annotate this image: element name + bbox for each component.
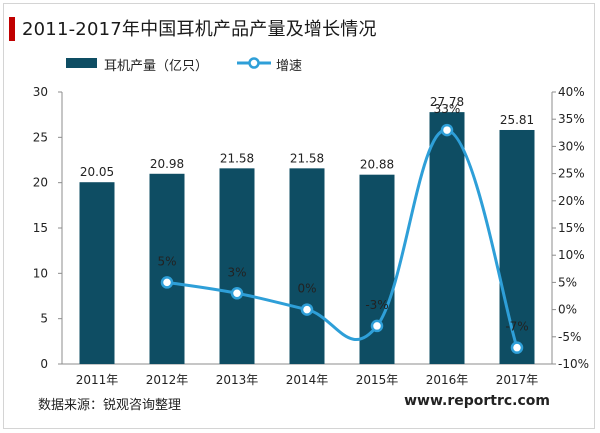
y-left-tick-label: 0 (40, 357, 48, 371)
growth-value-label: 3% (227, 265, 246, 279)
bar-value-label: 21.58 (290, 151, 324, 165)
bar-value-label: 20.98 (150, 157, 184, 171)
growth-point (370, 319, 384, 333)
growth-value-label: 33% (434, 102, 461, 116)
title-accent-bar (9, 17, 15, 41)
legend-line-swatch (237, 57, 271, 69)
y-left-tick-label: 25 (33, 130, 48, 144)
x-tick-label: 2013年 (216, 373, 259, 387)
bar (219, 168, 255, 364)
y-right-tick-label: 15% (558, 221, 585, 235)
x-tick-label: 2014年 (286, 373, 329, 387)
growth-value-label: 5% (157, 254, 176, 268)
bar (359, 174, 395, 364)
chart-title: 2011-2017年中国耳机产品产量及增长情况 (22, 19, 377, 40)
legend-bar-label: 耳机产量（亿只） (104, 59, 209, 74)
x-tick-label: 2015年 (356, 373, 399, 387)
bar (289, 168, 325, 364)
y-left-tick-label: 20 (33, 176, 48, 190)
source-note: 数据来源：锐观咨询整理 (38, 398, 182, 413)
bar (499, 129, 535, 364)
bar (149, 173, 185, 364)
legend: 耳机产量（亿只） 增速 (0, 53, 600, 74)
y-right-tick-label: 0% (558, 303, 577, 317)
bar-value-label: 21.58 (220, 151, 254, 165)
x-tick-label: 2012年 (146, 373, 189, 387)
growth-point (510, 341, 524, 354)
growth-point (300, 303, 314, 316)
y-left-tick-label: 15 (33, 221, 48, 235)
legend-line-label: 增速 (276, 59, 303, 74)
y-left-tick-label: 5 (40, 312, 48, 326)
x-tick-label: 2017年 (496, 373, 539, 387)
y-left-tick-label: 10 (33, 266, 48, 280)
bar-value-label: 25.81 (500, 113, 534, 127)
growth-point (440, 123, 454, 137)
y-right-tick-label: -5% (558, 330, 581, 344)
y-right-tick-label: 20% (558, 194, 585, 208)
y-right-tick-label: 25% (558, 167, 585, 181)
growth-value-label: -7% (505, 320, 528, 334)
growth-value-label: -3% (365, 298, 388, 312)
y-left-tick-label: 30 (33, 85, 48, 99)
y-right-tick-label: 30% (558, 139, 585, 153)
bar-value-label: 20.05 (80, 165, 114, 179)
growth-point (160, 276, 174, 289)
y-right-tick-label: 35% (558, 112, 585, 126)
y-right-tick-label: 10% (558, 248, 585, 262)
x-tick-label: 2011年 (76, 373, 119, 387)
bar (429, 112, 465, 365)
y-right-tick-label: 5% (558, 275, 577, 289)
growth-point (230, 287, 244, 300)
website-label: www.reportrc.com (404, 393, 550, 409)
legend-bar-swatch (66, 58, 97, 68)
x-tick-label: 2016年 (426, 373, 469, 387)
bar (79, 182, 115, 364)
bar-value-label: 27.78 (430, 95, 464, 109)
y-right-tick-label: 40% (558, 85, 585, 99)
growth-value-label: 0% (297, 282, 316, 296)
y-right-tick-label: -10% (558, 357, 589, 371)
bar-value-label: 20.88 (360, 158, 394, 172)
